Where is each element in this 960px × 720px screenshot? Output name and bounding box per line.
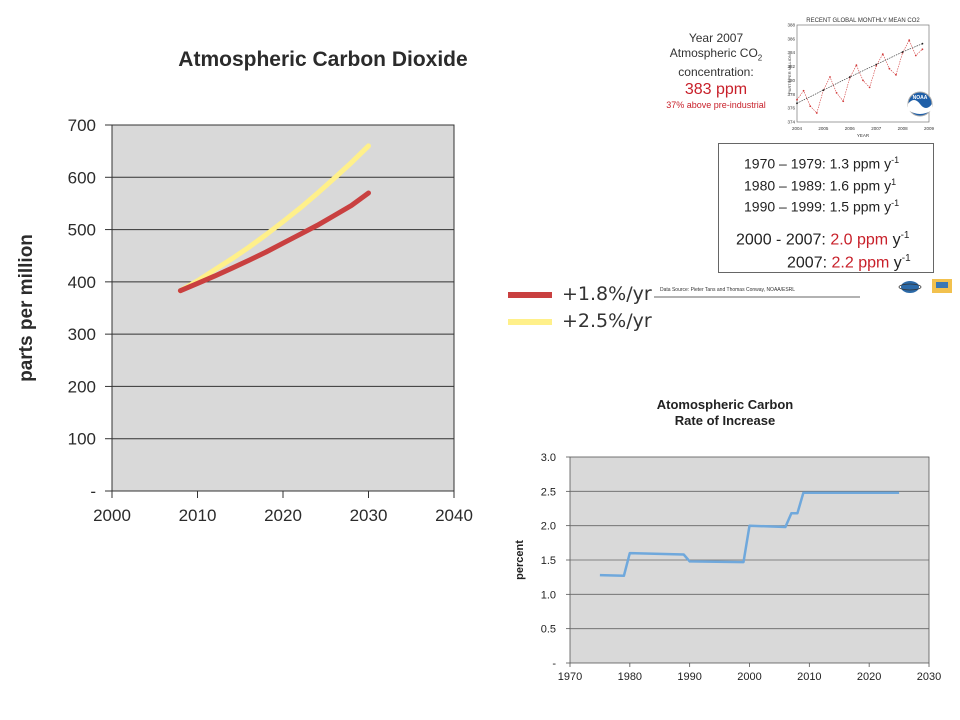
main-series-lines [177, 143, 371, 294]
main-x-tick-label: 2020 [264, 506, 302, 525]
mini-y-tick-label: 384 [787, 50, 795, 55]
mini-y-tick-label: 382 [787, 64, 795, 69]
mini-x-tick-label: 2006 [845, 126, 856, 131]
mini-x-tick-label: 2009 [924, 126, 935, 131]
info-year: Year 2007 [688, 31, 744, 45]
rate-x-tick-label: 1980 [618, 671, 642, 683]
main-x-tick-label: 2030 [350, 506, 388, 525]
data-source-note: Data Source: Pieter Tans and Thomas Conw… [660, 287, 796, 293]
info-concentration: concentration: [678, 65, 754, 80]
noaa-logo: NOAA [907, 91, 933, 117]
rate-y-tick-label: 1.0 [541, 589, 556, 601]
mini-x-tick-label: 2005 [818, 126, 829, 131]
mini-series-lines [796, 39, 924, 114]
mini-x-tick-label: 2008 [898, 126, 909, 131]
rate-y-tick-label: 1.5 [541, 555, 556, 567]
main-gridlines [105, 124, 455, 498]
mini-y-tick-label: 378 [787, 92, 795, 97]
rate-x-tick-label: 2000 [737, 671, 761, 683]
main-y-tick-label: 400 [68, 273, 96, 292]
growth-rate-stats-box: 1970 – 1979: 1.3 ppm y-1 1980 – 1989: 1.… [718, 143, 934, 273]
main-series-line [177, 143, 371, 294]
stat-row-1980s: 1980 – 1989: 1.6 ppm y1 [744, 177, 897, 194]
mini-y-tick-label: 380 [787, 78, 795, 83]
main-y-tick-label: 200 [68, 377, 96, 396]
main-y-tick-labels: - 100 200 300 400 500 600 700 [68, 116, 96, 501]
main-x-tick-label: 2000 [93, 506, 131, 525]
mini-x-axis-label: YEAR [857, 133, 870, 138]
main-legend [508, 292, 860, 325]
main-x-tick-labels: 2000 2010 2020 2030 2040 [93, 506, 473, 525]
info-co2-line: Atmospheric CO2 [669, 46, 763, 63]
mini-y-tick-label: 386 [787, 36, 795, 41]
main-plot-area [111, 124, 455, 492]
mini-y-tick-label: 374 [787, 120, 795, 125]
mini-y-tick-label: 376 [787, 106, 795, 111]
main-y-tick-label: 300 [68, 325, 96, 344]
rate-y-tick-label: - [552, 658, 556, 670]
rate-y-tick-label: 0.5 [541, 624, 556, 636]
rate-x-tick-label: 2020 [857, 671, 881, 683]
stat-row-2000-2007: 2000 - 2007: 2.0 ppm y-1 [736, 230, 910, 249]
main-x-tick-label: 2010 [179, 506, 217, 525]
rate-chart-subtitle: Rate of Increase [675, 413, 775, 428]
main-y-tick-label: - [90, 482, 96, 501]
stat-row-2007: 2007: 2.2 ppm y-1 [787, 253, 911, 272]
mini-chart-title: RECENT GLOBAL MONTHLY MEAN CO2 [806, 18, 920, 24]
partner-logos [898, 279, 952, 293]
rate-y-tick-label: 2.5 [541, 486, 556, 498]
rate-y-axis-label: percent [514, 540, 526, 580]
main-y-axis-label: parts per million [16, 234, 37, 382]
main-series-line [177, 190, 371, 294]
rate-x-tick-labels: 1970 1980 1990 2000 2010 2020 2030 [558, 671, 941, 683]
rate-series-line [599, 491, 900, 578]
rate-x-tick-label: 1970 [558, 671, 582, 683]
main-y-tick-label: 700 [68, 116, 96, 135]
mini-x-tick-labels: 2004 2005 2006 2007 2008 2009 [792, 126, 935, 131]
info-ppm-value: 383 ppm [684, 81, 748, 99]
mini-data-point [815, 112, 818, 114]
legend-label-red: +1.8%/yr [562, 283, 652, 305]
mini-data-point [921, 48, 924, 51]
main-x-tick-label: 2040 [435, 506, 473, 525]
mini-y-tick-labels: 374 376 378 380 382 384 386 388 [787, 23, 795, 125]
mini-x-tick-label: 2004 [792, 126, 803, 131]
main-y-tick-label: 100 [68, 430, 96, 449]
rate-y-tick-labels: - 0.5 1.0 1.5 2.0 2.5 3.0 [541, 452, 557, 670]
noaa-logo-text: NOAA [913, 95, 928, 101]
mini-series-line [796, 43, 923, 104]
rate-x-tick-label: 2010 [797, 671, 821, 683]
rate-x-tick-label: 1990 [677, 671, 701, 683]
main-chart-title: Atmospheric Carbon Dioxide [178, 48, 467, 71]
mini-plot-area [796, 24, 930, 123]
rate-y-tick-label: 3.0 [541, 452, 556, 464]
legend-label-yellow: +2.5%/yr [562, 310, 652, 332]
rate-series-line [599, 491, 900, 578]
info-panel: Year 2007 Atmospheric CO2 concentration:… [643, 31, 789, 111]
stat-row-1990s: 1990 – 1999: 1.5 ppm y-1 [744, 198, 900, 215]
mini-x-tick-label: 2007 [871, 126, 882, 131]
mini-y-axis-label: PARTS PER MILLION [787, 54, 792, 94]
rate-chart-title: Atomospheric Carbon [657, 397, 794, 412]
mini-y-tick-label: 388 [787, 23, 795, 28]
main-y-tick-label: 500 [68, 221, 96, 240]
stat-row-1970s: 1970 – 1979: 1.3 ppm y-1 [744, 155, 900, 172]
rate-x-tick-label: 2030 [917, 671, 941, 683]
rate-y-tick-label: 2.0 [541, 521, 556, 533]
rate-gridlines [566, 456, 930, 667]
info-above-preindustrial: 37% above pre-industrial [666, 100, 766, 111]
mini-series-line [796, 39, 923, 114]
main-y-tick-label: 600 [68, 168, 96, 187]
